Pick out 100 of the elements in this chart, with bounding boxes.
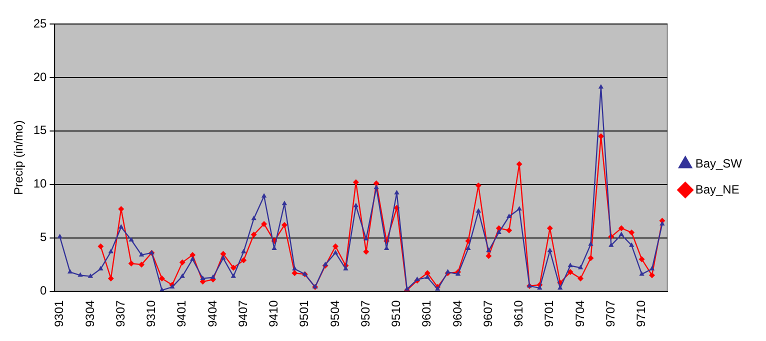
point: [486, 248, 492, 252]
point: [588, 255, 594, 262]
point: [374, 184, 379, 190]
point: [250, 232, 257, 238]
x-tick-label: 9707: [603, 300, 618, 328]
y-tick-label: 0: [40, 284, 48, 298]
point: [414, 276, 420, 282]
point: [220, 255, 226, 260]
point: [598, 84, 604, 89]
point: [466, 246, 471, 250]
point: [618, 232, 624, 236]
point: [88, 273, 94, 278]
point: [179, 259, 186, 266]
x-tick-label: 9404: [205, 300, 220, 328]
point: [537, 285, 542, 290]
point: [230, 273, 236, 278]
point: [128, 260, 134, 267]
point: [261, 220, 268, 227]
x-tick-label: 9307: [113, 300, 128, 328]
point: [138, 262, 145, 268]
y-tick-label: 15: [33, 123, 48, 138]
x-tick-label: 9501: [297, 300, 312, 328]
legend-label: Bay_SW: [695, 156, 743, 170]
x-tick-label: 9704: [572, 300, 587, 328]
point: [476, 208, 482, 213]
y-tick-label: 20: [33, 70, 48, 84]
y-tick-label: 5: [40, 230, 48, 244]
point: [639, 271, 644, 276]
x-tick-label: 9410: [266, 300, 281, 328]
point: [364, 236, 369, 240]
point: [67, 269, 73, 274]
y-axis-title: Precip (in/mo): [12, 120, 26, 195]
legend-label: Bay_NE: [695, 182, 740, 196]
point: [506, 213, 512, 218]
point: [138, 252, 144, 256]
x-tick-label: 9510: [389, 300, 404, 328]
point: [200, 275, 206, 280]
point: [332, 250, 338, 254]
x-tick-label: 9401: [174, 300, 189, 328]
point: [220, 250, 226, 257]
point: [281, 222, 288, 228]
x-tick-label: 9407: [236, 300, 250, 328]
point: [353, 202, 359, 208]
point: [292, 270, 298, 276]
point: [516, 206, 522, 210]
point: [628, 242, 634, 247]
point: [628, 230, 635, 236]
point: [251, 216, 256, 220]
point: [578, 275, 584, 282]
point: [322, 262, 328, 266]
point: [567, 269, 574, 276]
point: [180, 273, 185, 278]
point: [475, 182, 482, 188]
point: [486, 253, 492, 260]
point: [558, 285, 563, 290]
point: [118, 206, 124, 212]
point: [649, 272, 656, 278]
point: [506, 227, 512, 234]
point: [547, 248, 553, 252]
point: [568, 262, 573, 268]
point: [210, 274, 216, 279]
point: [230, 264, 236, 271]
x-tick-label: 9301: [52, 300, 66, 328]
point: [240, 257, 247, 264]
point: [118, 224, 124, 229]
point: [128, 236, 134, 242]
point: [598, 133, 604, 140]
x-tick-label: 9607: [480, 300, 495, 328]
point: [261, 193, 267, 198]
point: [578, 264, 584, 270]
y-tick-label: 10: [33, 176, 48, 191]
point: [588, 241, 594, 246]
point: [158, 275, 165, 282]
point: [638, 256, 645, 262]
point: [394, 190, 400, 194]
x-tick-label: 9504: [328, 300, 342, 328]
y-tick-label: 25: [33, 16, 48, 30]
point: [108, 275, 114, 282]
x-tick-label: 9710: [634, 300, 648, 328]
x-tick-label: 9601: [420, 300, 434, 328]
x-tick-label: 9304: [82, 300, 97, 328]
point: [78, 272, 83, 277]
x-tick-label: 9610: [512, 300, 526, 328]
point: [343, 266, 348, 270]
point: [445, 269, 450, 274]
point: [170, 284, 175, 289]
point: [496, 230, 502, 234]
point: [98, 266, 104, 270]
point: [618, 225, 624, 232]
x-tick-label: 9604: [450, 300, 464, 328]
x-tick-label: 9507: [358, 300, 372, 328]
point: [98, 243, 104, 250]
point: [57, 234, 62, 238]
point: [660, 220, 665, 226]
point: [190, 252, 196, 258]
point: [424, 274, 430, 279]
point: [282, 200, 288, 206]
point: [292, 266, 298, 270]
point: [332, 243, 339, 250]
x-tick-label: 9701: [542, 300, 556, 328]
